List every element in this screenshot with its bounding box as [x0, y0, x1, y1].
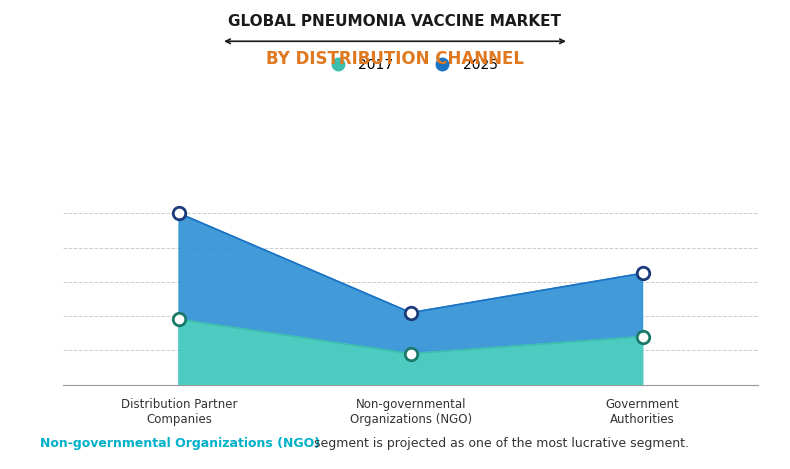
- Text: segment is projected as one of the most lucrative segment.: segment is projected as one of the most …: [310, 437, 689, 450]
- Legend: 2017, 2025: 2017, 2025: [318, 53, 503, 78]
- Text: GLOBAL PNEUMONIA VACCINE MARKET: GLOBAL PNEUMONIA VACCINE MARKET: [228, 14, 562, 29]
- Polygon shape: [179, 319, 642, 385]
- Text: Non-governmental Organizations (NGO): Non-governmental Organizations (NGO): [40, 437, 320, 450]
- Text: BY DISTRIBUTION CHANNEL: BY DISTRIBUTION CHANNEL: [266, 50, 524, 68]
- Polygon shape: [179, 213, 642, 385]
